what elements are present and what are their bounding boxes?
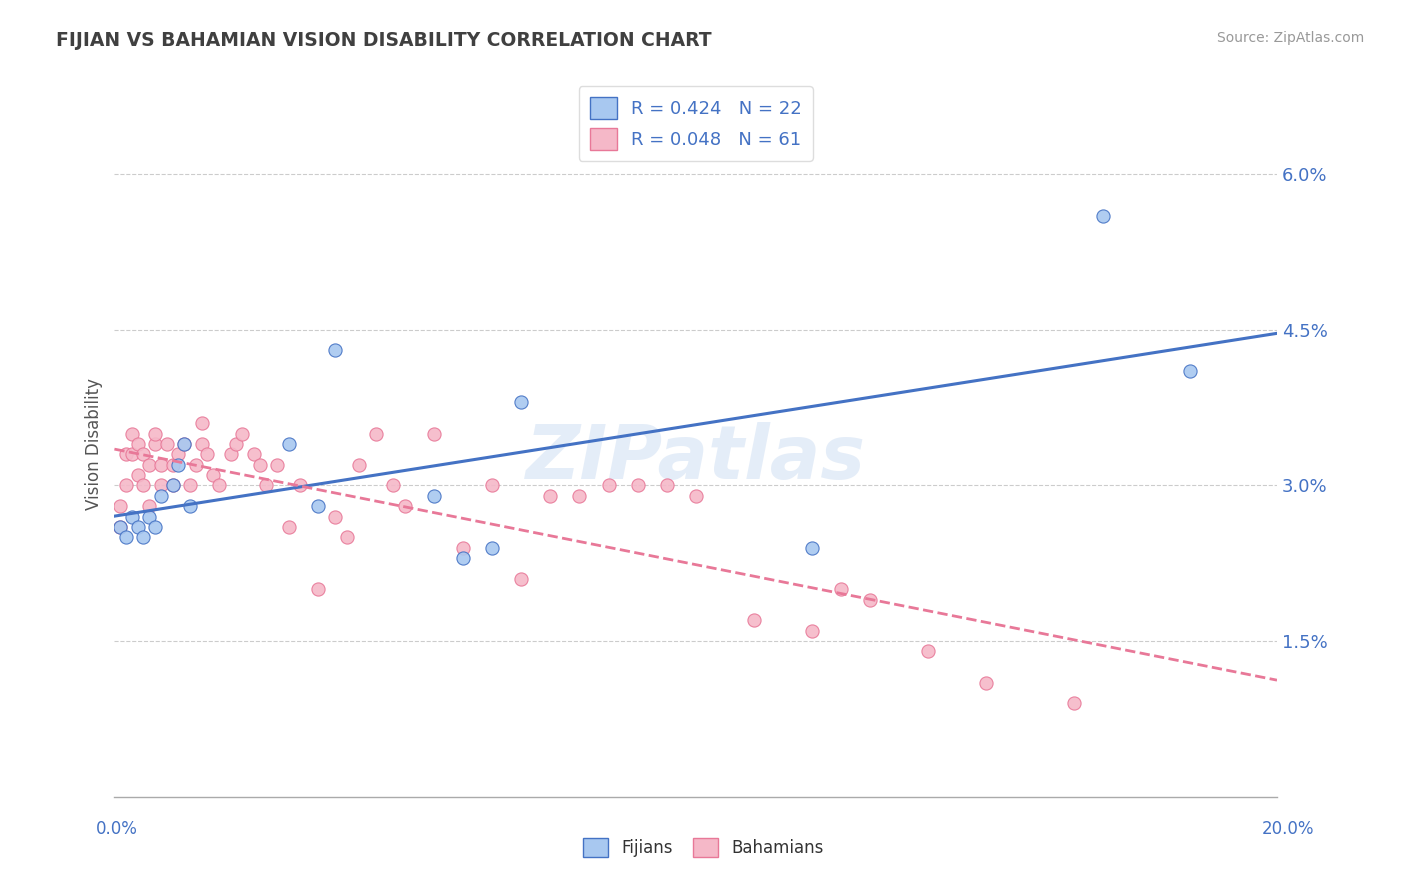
- Point: [110, 499, 132, 513]
- Point: [382, 478, 405, 492]
- Point: [184, 458, 207, 472]
- Point: [115, 447, 138, 461]
- Text: ZIPatlas: ZIPatlas: [526, 422, 866, 494]
- Point: [138, 499, 160, 513]
- Point: [121, 509, 143, 524]
- Text: 20.0%: 20.0%: [1263, 821, 1315, 838]
- Point: [423, 426, 446, 441]
- Point: [347, 458, 370, 472]
- Point: [323, 343, 346, 358]
- Point: [149, 478, 172, 492]
- Point: [190, 416, 212, 430]
- Point: [173, 437, 195, 451]
- Point: [626, 478, 648, 492]
- Legend: R = 0.424   N = 22, R = 0.048   N = 61: R = 0.424 N = 22, R = 0.048 N = 61: [579, 86, 813, 161]
- Point: [197, 447, 219, 461]
- Point: [510, 395, 533, 409]
- Point: [685, 489, 707, 503]
- Point: [225, 437, 247, 451]
- Point: [179, 478, 201, 492]
- Point: [394, 499, 416, 513]
- Point: [149, 458, 172, 472]
- Point: [336, 530, 359, 544]
- Point: [162, 478, 184, 492]
- Point: [830, 582, 852, 597]
- Point: [323, 509, 346, 524]
- Point: [143, 426, 166, 441]
- Point: [202, 468, 225, 483]
- Point: [127, 520, 149, 534]
- Point: [307, 499, 329, 513]
- Point: [1178, 364, 1201, 378]
- Point: [162, 478, 184, 492]
- Point: [149, 489, 172, 503]
- Point: [451, 541, 474, 555]
- Point: [110, 520, 132, 534]
- Point: [290, 478, 312, 492]
- Point: [538, 489, 561, 503]
- Point: [179, 499, 201, 513]
- Point: [364, 426, 387, 441]
- Point: [121, 426, 143, 441]
- Point: [742, 613, 765, 627]
- Point: [132, 530, 155, 544]
- Point: [266, 458, 288, 472]
- Point: [167, 447, 190, 461]
- Point: [800, 541, 823, 555]
- Point: [481, 541, 503, 555]
- Point: [510, 572, 533, 586]
- Point: [208, 478, 231, 492]
- Point: [1091, 209, 1114, 223]
- Y-axis label: Vision Disability: Vision Disability: [86, 378, 103, 510]
- Point: [162, 458, 184, 472]
- Point: [121, 447, 143, 461]
- Point: [277, 437, 299, 451]
- Point: [481, 478, 503, 492]
- Text: FIJIAN VS BAHAMIAN VISION DISABILITY CORRELATION CHART: FIJIAN VS BAHAMIAN VISION DISABILITY COR…: [56, 31, 711, 50]
- Point: [249, 458, 271, 472]
- Point: [138, 458, 160, 472]
- Point: [451, 551, 474, 566]
- Point: [800, 624, 823, 638]
- Point: [143, 437, 166, 451]
- Text: Source: ZipAtlas.com: Source: ZipAtlas.com: [1216, 31, 1364, 45]
- Point: [231, 426, 253, 441]
- Point: [132, 447, 155, 461]
- Point: [132, 478, 155, 492]
- Point: [917, 644, 939, 658]
- Point: [167, 458, 190, 472]
- Point: [976, 675, 998, 690]
- Point: [127, 468, 149, 483]
- Point: [568, 489, 591, 503]
- Point: [110, 520, 132, 534]
- Point: [254, 478, 277, 492]
- Point: [115, 478, 138, 492]
- Point: [156, 437, 179, 451]
- Point: [173, 437, 195, 451]
- Point: [190, 437, 212, 451]
- Point: [127, 437, 149, 451]
- Point: [859, 592, 882, 607]
- Point: [115, 530, 138, 544]
- Point: [423, 489, 446, 503]
- Point: [219, 447, 242, 461]
- Point: [1063, 696, 1085, 710]
- Text: 0.0%: 0.0%: [96, 821, 138, 838]
- Point: [138, 509, 160, 524]
- Point: [243, 447, 266, 461]
- Point: [598, 478, 620, 492]
- Point: [143, 520, 166, 534]
- Legend: Fijians, Bahamians: Fijians, Bahamians: [576, 831, 830, 864]
- Point: [655, 478, 678, 492]
- Point: [307, 582, 329, 597]
- Point: [277, 520, 299, 534]
